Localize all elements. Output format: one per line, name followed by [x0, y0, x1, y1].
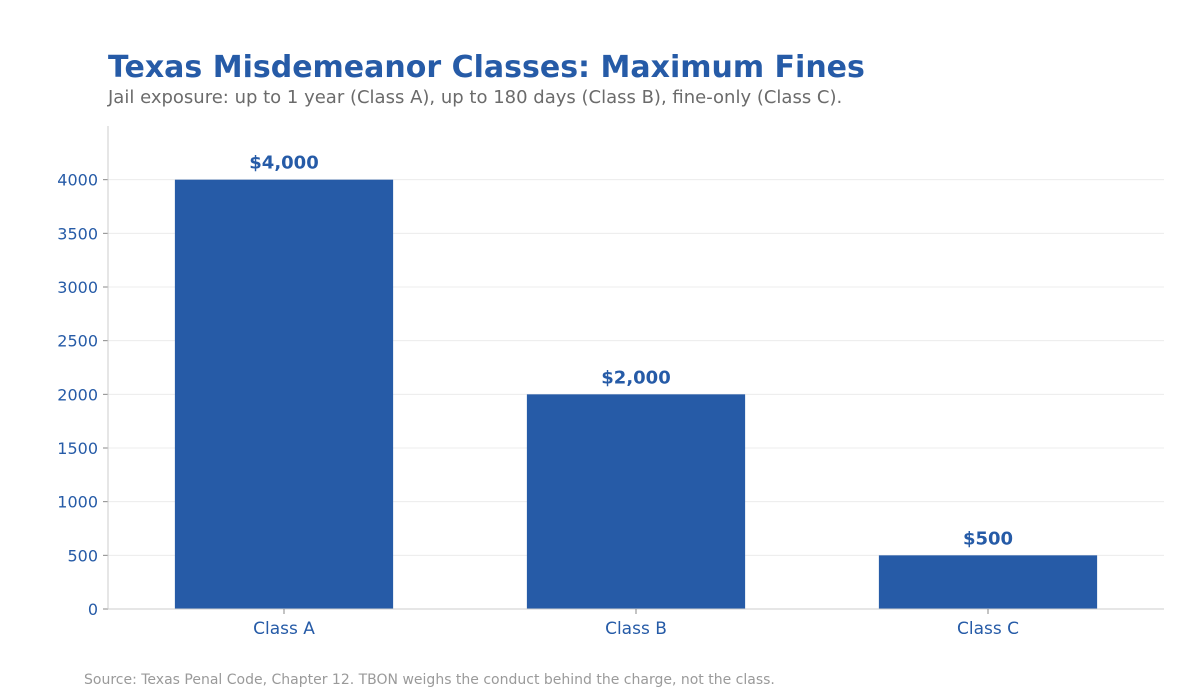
data-label-class-a: $4,000 — [249, 153, 318, 174]
x-tick-label-class-a: Class A — [253, 619, 315, 639]
chart-title: Texas Misdemeanor Classes: Maximum Fines — [108, 50, 865, 85]
x-tick-label-class-b: Class B — [605, 619, 667, 639]
bar-class-c — [878, 555, 1098, 609]
y-tick-label-4000: 4000 — [57, 171, 98, 190]
data-labels: $4,000 $2,000 $500 — [249, 153, 1013, 550]
data-label-class-b: $2,000 — [601, 367, 670, 388]
y-tick-label-1000: 1000 — [57, 493, 98, 512]
bars — [174, 179, 1098, 609]
data-label-class-c: $500 — [963, 528, 1013, 549]
source-note: Source: Texas Penal Code, Chapter 12. TB… — [84, 672, 775, 688]
y-tick-label-2000: 2000 — [57, 385, 98, 404]
y-tick-label-0: 0 — [88, 600, 98, 619]
y-tick-label-500: 500 — [67, 546, 98, 565]
bar-class-b — [526, 394, 746, 609]
y-tick-label-1500: 1500 — [57, 439, 98, 458]
axes: 0 500 1000 1500 2000 2500 3000 3500 4000 Class A C… — [57, 126, 1164, 639]
x-tick-label-class-c: Class C — [957, 619, 1019, 639]
y-tick-label-3000: 3000 — [57, 278, 98, 297]
y-tick-label-3500: 3500 — [57, 224, 98, 243]
chart-subtitle: Jail exposure: up to 1 year (Class A), u… — [108, 87, 843, 108]
y-tick-label-2500: 2500 — [57, 332, 98, 351]
bar-class-a — [174, 179, 394, 609]
